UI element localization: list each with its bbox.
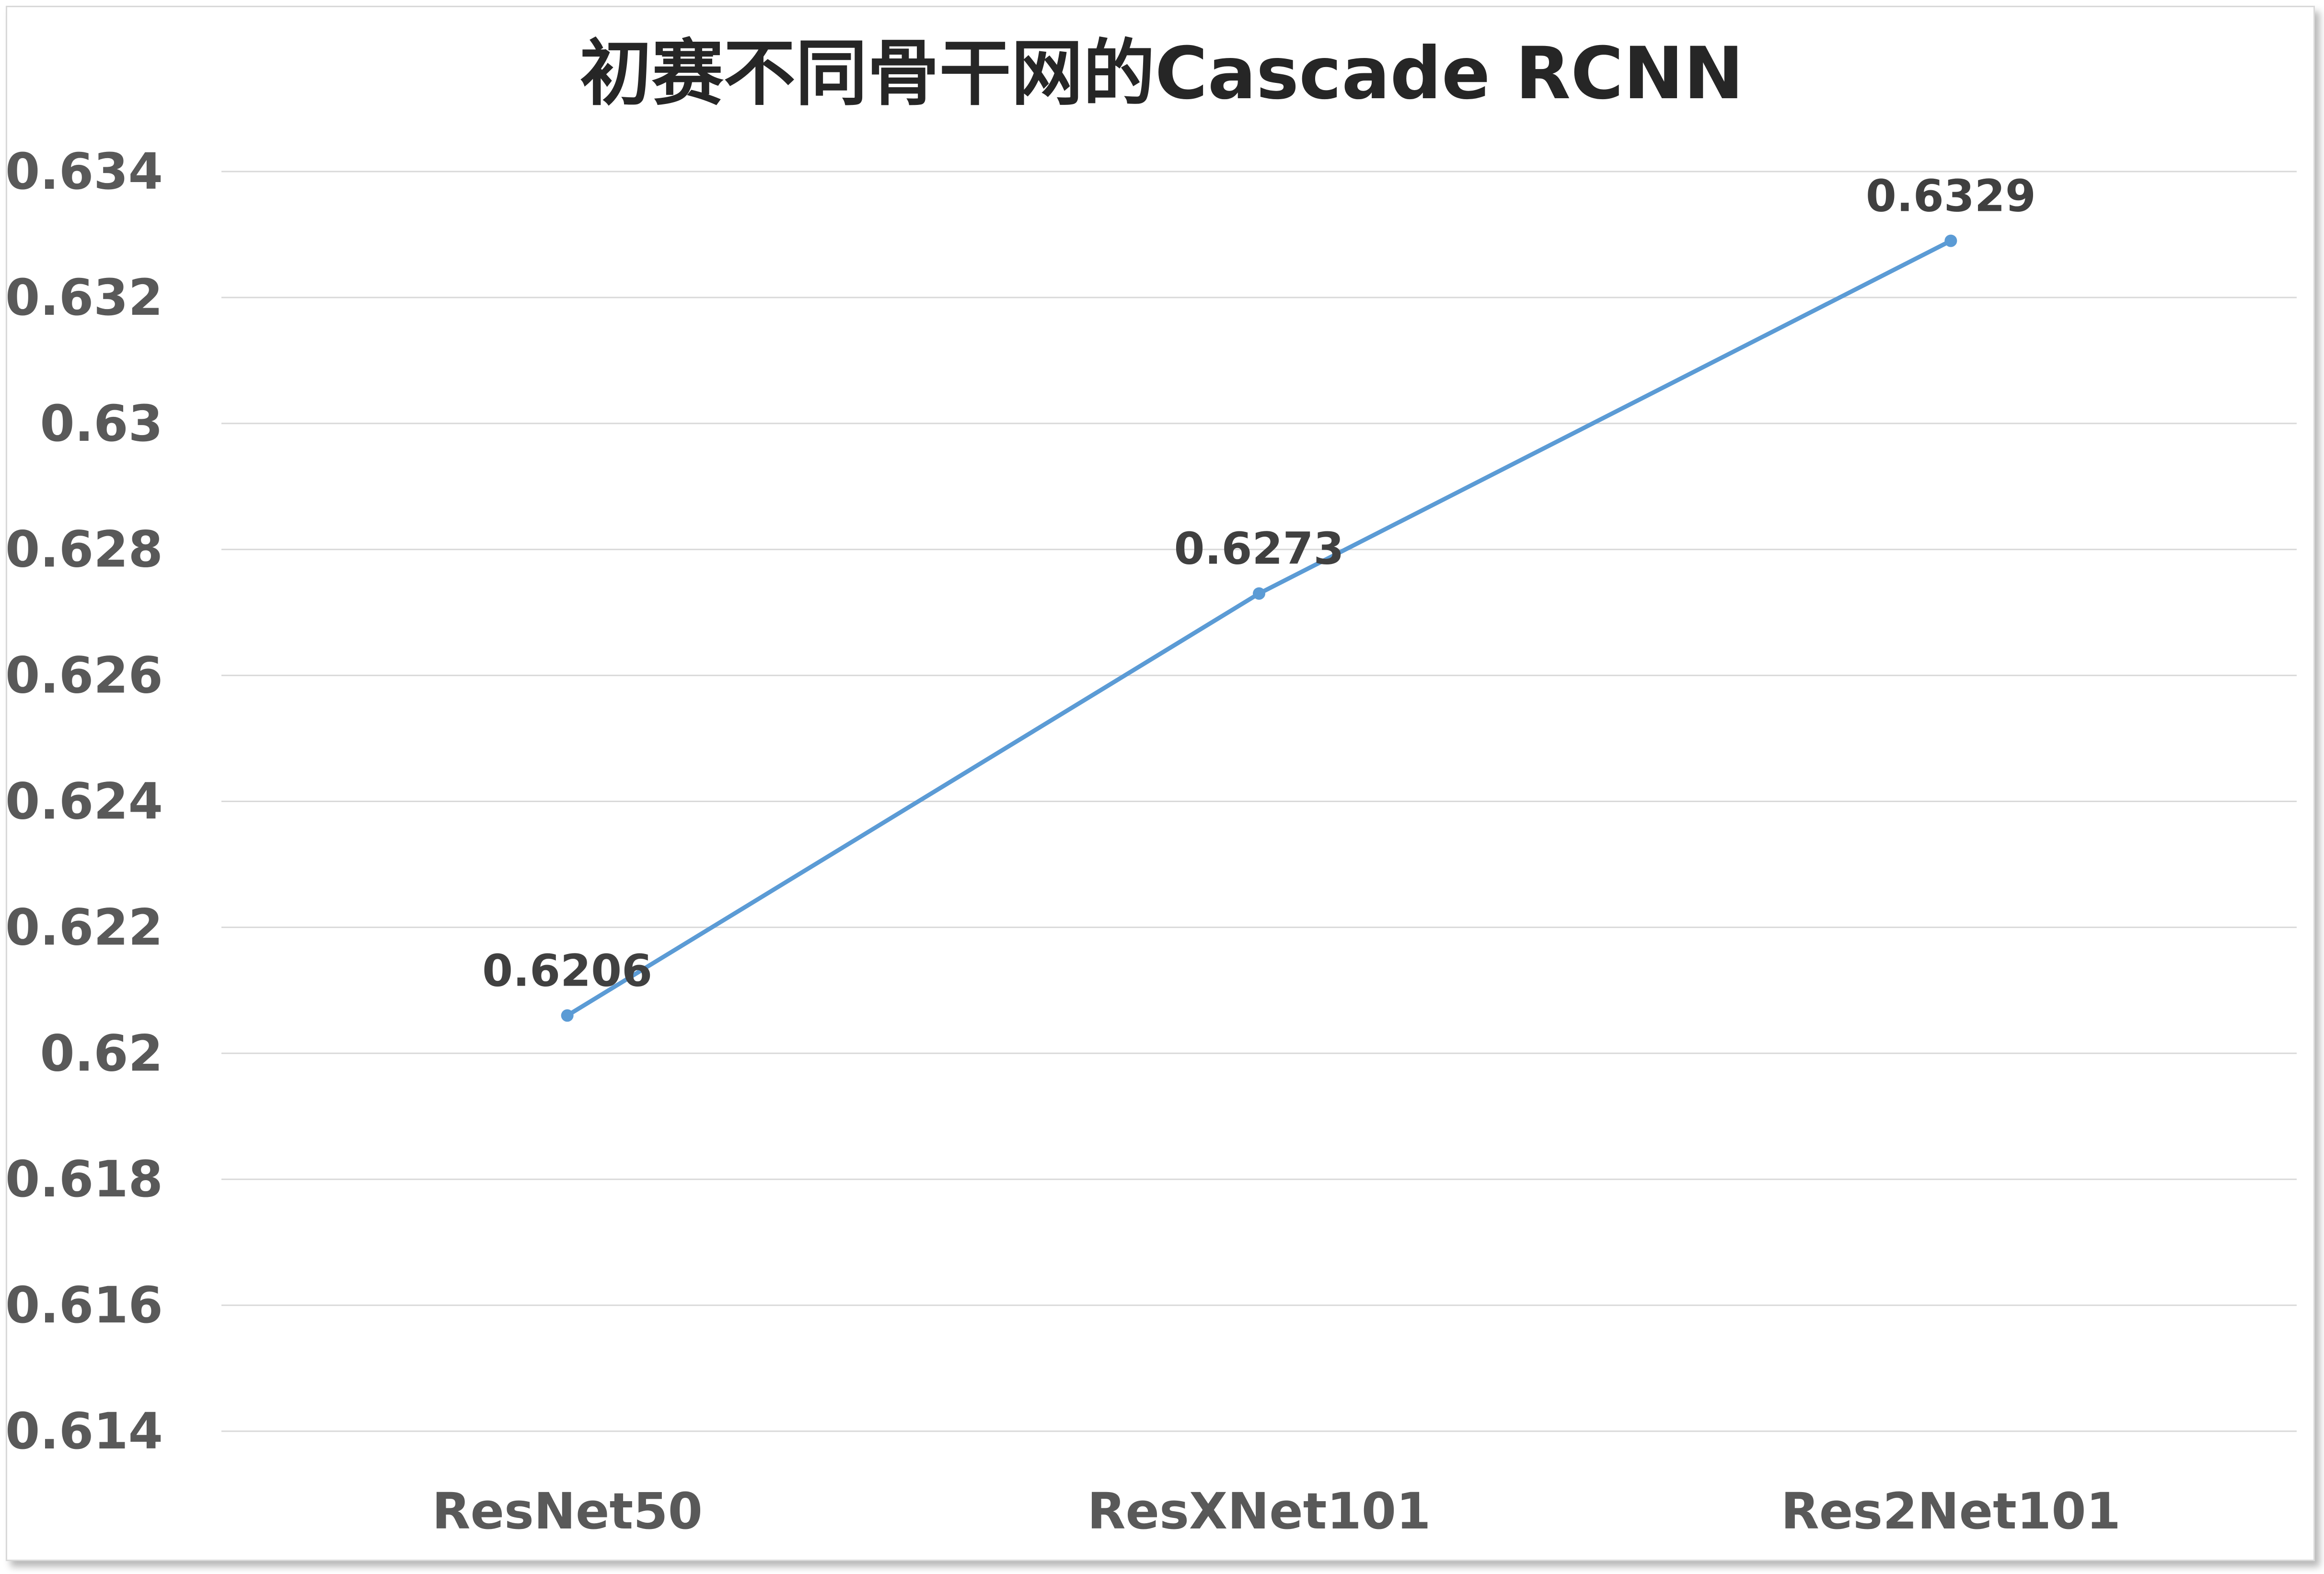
y-tick-label: 0.632: [5, 268, 163, 327]
y-tick-label: 0.628: [5, 520, 163, 579]
data-labels: 0.6206 0.6273 0.6329: [482, 171, 2036, 997]
y-tick-label: 0.63: [40, 394, 163, 453]
y-tick-label: 0.624: [5, 772, 163, 831]
y-tick-label: 0.626: [5, 646, 163, 705]
data-point: [1253, 587, 1265, 600]
y-tick-label: 0.62: [40, 1024, 163, 1082]
y-tick-label: 0.614: [5, 1402, 163, 1460]
x-tick-label: ResXNet101: [1087, 1482, 1431, 1540]
series-layer: [561, 234, 1957, 1022]
gridlines: [221, 171, 2297, 1432]
y-tick-label: 0.634: [5, 142, 163, 201]
y-tick-label: 0.616: [5, 1276, 163, 1334]
chart-frame: [6, 6, 2315, 1561]
data-label: 0.6206: [482, 945, 652, 996]
x-tick-label: Res2Net101: [1781, 1482, 2121, 1540]
y-axis-tick-labels: 0.614 0.616 0.618 0.62 0.622 0.624 0.626 0.628 0…: [5, 142, 163, 1460]
y-tick-label: 0.618: [5, 1150, 163, 1208]
y-tick-label: 0.622: [5, 898, 163, 956]
x-axis-tick-labels: ResNet50 ResXNet101 Res2Net101: [432, 1482, 2121, 1540]
x-tick-label: ResNet50: [432, 1482, 703, 1540]
series-line: [565, 239, 1953, 1018]
chart-title: 初赛不同骨干网的Cascade RCNN: [580, 32, 1744, 115]
data-label: 0.6329: [1866, 171, 2036, 222]
data-point: [1944, 234, 1957, 247]
data-label: 0.6273: [1174, 523, 1344, 574]
data-point: [561, 1009, 574, 1022]
